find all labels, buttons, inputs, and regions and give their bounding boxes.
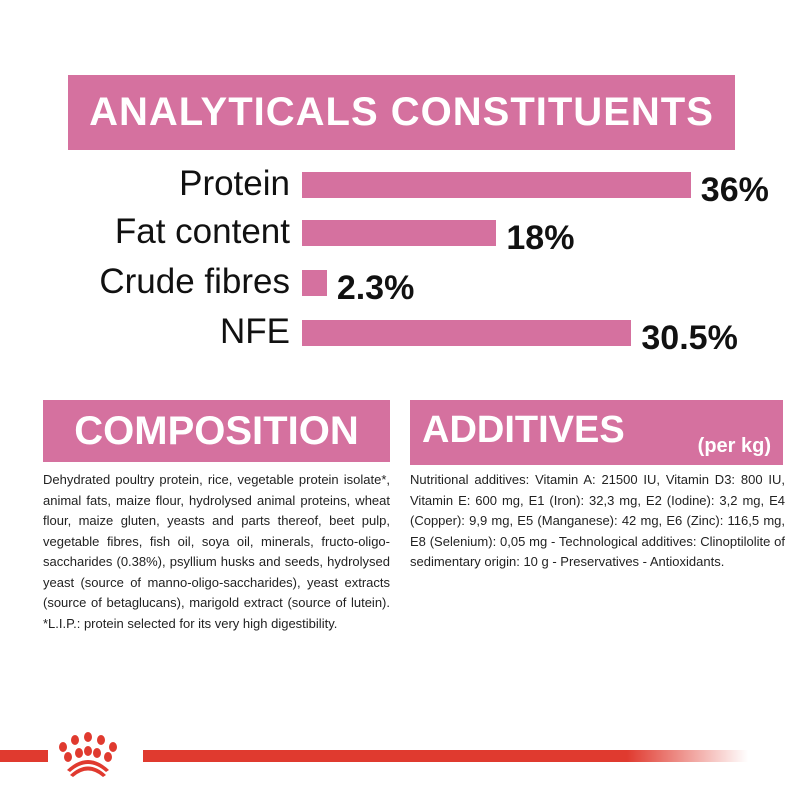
value-label: 18% [506, 219, 575, 257]
additives-title: ADDITIVES [422, 409, 625, 451]
analytical-constituents-header: ANALYTICALS CONSTITUENTS [68, 75, 735, 150]
additives-subtitle: (per kg) [697, 435, 771, 457]
additives-text: Nutritional additives: Vitamin A: 21500 … [410, 472, 785, 569]
composition-text: Dehydrated poultry protein, rice, vegeta… [43, 472, 390, 631]
bar [302, 270, 327, 296]
category-label: Crude fibres [99, 262, 290, 301]
composition-header: COMPOSITION [43, 400, 390, 462]
footer-brand-stripe [0, 732, 748, 777]
value-label: 2.3% [336, 269, 415, 307]
stripe-right [143, 750, 748, 762]
stripe-left [0, 750, 48, 762]
category-label: NFE [220, 312, 290, 351]
category-label: Protein [179, 164, 290, 203]
value-label: 36% [700, 171, 769, 209]
additives-header: ADDITIVES (per kg) [410, 400, 783, 465]
bar [302, 320, 632, 346]
category-label: Fat content [114, 212, 290, 251]
bar [302, 172, 691, 198]
bar [302, 220, 497, 246]
royal-canin-crown-icon [59, 732, 117, 777]
value-label: 30.5% [641, 319, 738, 357]
